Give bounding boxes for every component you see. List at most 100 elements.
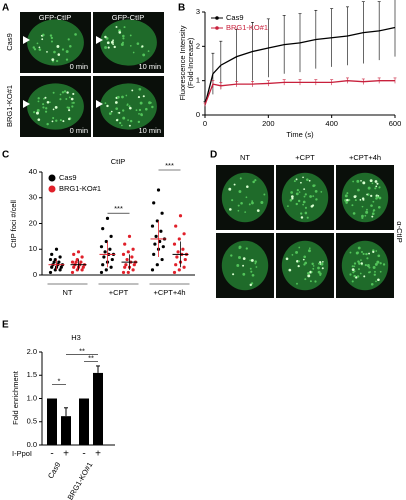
focus bbox=[370, 282, 374, 286]
x-axis-label: Time (s) bbox=[286, 130, 314, 139]
focus bbox=[142, 95, 145, 98]
focus bbox=[306, 178, 309, 181]
focus bbox=[120, 43, 124, 46]
focus bbox=[249, 259, 252, 262]
focus bbox=[38, 48, 42, 51]
focus bbox=[359, 272, 362, 275]
focus bbox=[65, 50, 69, 54]
focus bbox=[362, 181, 366, 185]
focus bbox=[309, 280, 312, 283]
focus bbox=[37, 118, 41, 121]
focus bbox=[118, 31, 122, 34]
focus bbox=[361, 214, 364, 218]
focus bbox=[145, 107, 148, 111]
focus bbox=[46, 122, 49, 126]
panel-label: B bbox=[178, 3, 185, 14]
focus bbox=[351, 265, 354, 268]
focus bbox=[106, 41, 110, 45]
focus bbox=[53, 50, 56, 54]
focus bbox=[291, 197, 294, 200]
time-label: 10 min bbox=[138, 126, 161, 135]
focus bbox=[55, 59, 59, 63]
arrowhead bbox=[96, 36, 103, 44]
focus bbox=[289, 198, 293, 202]
focus bbox=[377, 205, 381, 209]
focus bbox=[250, 270, 253, 273]
focus bbox=[310, 205, 314, 208]
focus bbox=[72, 92, 75, 96]
focus bbox=[147, 50, 150, 52]
data-point bbox=[174, 263, 178, 267]
focus bbox=[137, 120, 141, 124]
data-point bbox=[160, 211, 164, 215]
data-point bbox=[108, 247, 112, 251]
focus bbox=[115, 118, 119, 122]
focus bbox=[230, 254, 233, 257]
focus bbox=[118, 111, 121, 114]
focus bbox=[312, 184, 316, 188]
focus bbox=[142, 53, 146, 57]
focus bbox=[314, 280, 317, 283]
focus bbox=[296, 282, 298, 285]
focus bbox=[372, 200, 375, 203]
data-point bbox=[101, 227, 105, 231]
focus bbox=[359, 198, 362, 201]
focus bbox=[317, 266, 320, 270]
data-point bbox=[123, 242, 127, 246]
focus bbox=[139, 101, 143, 105]
focus bbox=[104, 46, 107, 49]
focus bbox=[32, 46, 36, 49]
y-axis-label: Fluorescence Intensity bbox=[178, 25, 187, 100]
stain-label: α-CtIP bbox=[395, 221, 404, 242]
focus bbox=[63, 90, 67, 93]
focus bbox=[128, 124, 131, 127]
focus bbox=[119, 121, 122, 125]
focus bbox=[137, 96, 141, 99]
focus bbox=[353, 265, 356, 268]
nucleus bbox=[27, 19, 84, 66]
data-point bbox=[102, 255, 106, 259]
y-axis-label: (Fold-Increase) bbox=[186, 37, 195, 88]
focus bbox=[363, 275, 366, 278]
focus bbox=[52, 60, 54, 63]
focus bbox=[373, 273, 376, 276]
focus bbox=[314, 190, 318, 193]
y-tick-label: 1.0 bbox=[27, 393, 37, 402]
focus bbox=[307, 272, 310, 275]
focus bbox=[297, 260, 300, 263]
focus bbox=[138, 108, 142, 112]
focus bbox=[138, 87, 142, 91]
focus bbox=[114, 101, 118, 104]
focus bbox=[300, 216, 304, 219]
data-point bbox=[161, 245, 165, 249]
focus bbox=[116, 95, 120, 99]
focus bbox=[62, 120, 65, 123]
focus bbox=[67, 117, 71, 121]
data-point bbox=[153, 242, 157, 246]
y-tick-label: 30 bbox=[29, 193, 37, 202]
focus bbox=[72, 101, 75, 104]
nucleus bbox=[281, 240, 329, 291]
data-point bbox=[50, 265, 54, 269]
focus bbox=[244, 211, 247, 213]
focus bbox=[368, 266, 371, 269]
focus bbox=[351, 204, 354, 207]
focus bbox=[295, 250, 299, 254]
data-point bbox=[150, 268, 155, 272]
significance-label: *** bbox=[165, 161, 174, 170]
arrowhead bbox=[23, 36, 30, 44]
focus bbox=[361, 205, 364, 208]
data-point bbox=[176, 250, 180, 254]
focus bbox=[349, 251, 352, 254]
focus bbox=[378, 196, 382, 200]
data-point bbox=[152, 252, 156, 256]
focus bbox=[229, 208, 232, 211]
focus bbox=[295, 192, 299, 196]
focus bbox=[377, 278, 380, 282]
focus bbox=[366, 208, 368, 211]
focus bbox=[352, 180, 355, 183]
focus bbox=[360, 179, 362, 182]
focus bbox=[65, 58, 69, 61]
focus bbox=[51, 120, 54, 123]
